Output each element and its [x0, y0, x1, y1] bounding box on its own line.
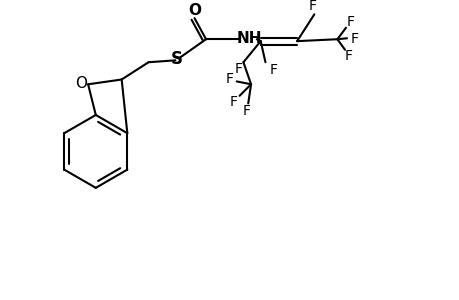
Text: F: F [350, 32, 358, 46]
Text: F: F [230, 94, 237, 109]
Text: S: S [170, 50, 182, 68]
Text: O: O [75, 76, 87, 91]
Text: F: F [308, 0, 316, 13]
Text: F: F [269, 63, 276, 77]
Text: F: F [234, 62, 242, 76]
Text: F: F [242, 104, 250, 118]
Text: F: F [344, 50, 352, 64]
Text: O: O [188, 3, 201, 18]
Text: F: F [225, 73, 234, 86]
Text: NH: NH [236, 31, 261, 46]
Text: F: F [346, 15, 354, 29]
